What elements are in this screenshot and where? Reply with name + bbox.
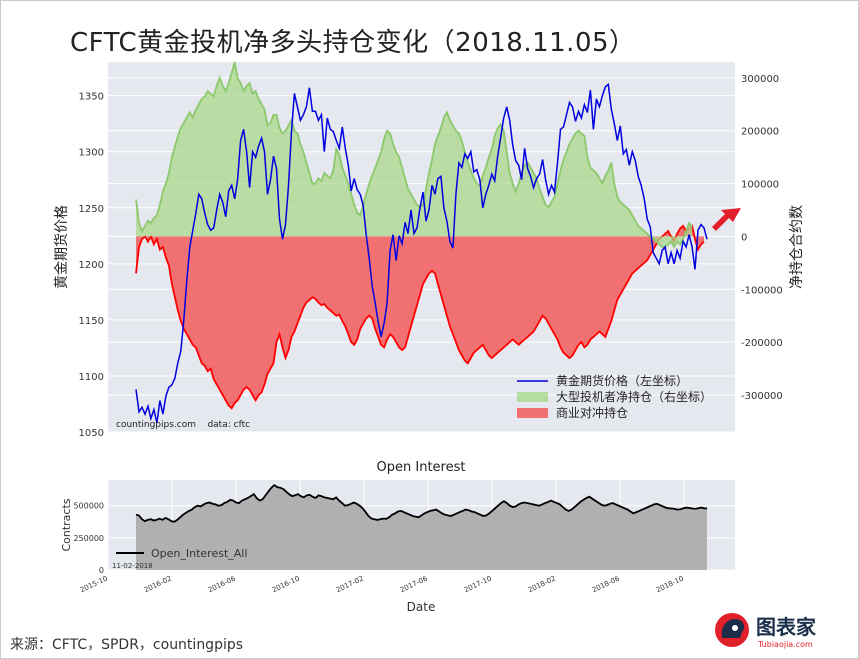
oi-line — [135, 483, 708, 523]
oi-y-tick-1: 250000 — [73, 534, 104, 543]
left-tick-label-1: 1100 — [79, 372, 104, 383]
oi-area-group — [135, 483, 708, 570]
right-axis-ticks: -300000 -200000 -100000 0 100000 200000 300000 — [741, 74, 783, 402]
right-axis-label: 净持仓合约数 — [789, 205, 805, 289]
legend-hedge-label: 商业对冲持仓 — [556, 405, 628, 420]
tubiaojia-logo: 图表家 Tubiaojia.com — [715, 613, 817, 649]
left-tick-label-3: 1200 — [79, 260, 104, 271]
left-tick-label-6: 1350 — [79, 92, 104, 103]
logo-head-icon — [715, 613, 749, 647]
oi-x-tick-3: 2016-10 — [271, 575, 301, 595]
oi-y-ticks: 0 250000 500000 — [73, 502, 104, 575]
oi-x-tick-2: 2016-06 — [207, 574, 237, 594]
oi-x-axis-label: Date — [407, 600, 436, 614]
oi-date-label: 11-02-2018 — [112, 562, 153, 570]
right-tick-label-0: -300000 — [741, 391, 783, 402]
oi-legend-label: Open_Interest_All — [151, 547, 247, 560]
legend-hedge-swatch — [517, 408, 548, 418]
oi-y-tick-2: 500000 — [73, 502, 104, 511]
oi-y-axis-label: Contracts — [60, 498, 73, 551]
spec-line — [135, 61, 693, 249]
price-line-group — [135, 82, 708, 424]
logo-subtext: Tubiaojia.com — [757, 640, 813, 649]
hedge-area-group — [135, 224, 705, 410]
legend-spec-swatch — [517, 392, 548, 402]
oi-x-tick-4: 2017-02 — [335, 575, 365, 595]
left-axis-label: 黄金期货价格 — [53, 205, 70, 289]
left-tick-label-5: 1300 — [79, 148, 104, 159]
hedge-area — [136, 225, 705, 409]
oi-x-tick-7: 2018-02 — [527, 575, 557, 595]
oi-legend: Open_Interest_All — [116, 547, 247, 560]
left-tick-label-0: 1050 — [79, 428, 104, 439]
legend-price-label: 黄金期货价格（左坐标） — [556, 373, 688, 388]
oi-x-tick-9: 2018-10 — [655, 575, 685, 595]
oi-x-tick-5: 2017-06 — [399, 574, 429, 594]
right-tick-label-2: -100000 — [741, 285, 783, 296]
right-tick-label-6: 300000 — [741, 74, 779, 85]
oi-x-tick-0: 2015-10 — [79, 575, 109, 595]
right-tick-label-4: 100000 — [741, 180, 779, 191]
oi-y-tick-0: 0 — [99, 566, 104, 575]
right-tick-label-3: 0 — [741, 232, 747, 243]
oi-x-ticks: 2015-10 2016-02 2016-06 2016-10 2017-02 2017-… — [79, 574, 685, 594]
oi-x-tick-1: 2016-02 — [143, 575, 173, 595]
left-tick-label-2: 1150 — [79, 316, 104, 327]
left-tick-label-4: 1250 — [79, 204, 104, 215]
source-note: 来源：CFTC，SPDR，countingpips — [10, 637, 244, 653]
right-tick-label-5: 200000 — [741, 127, 779, 138]
watermark-text: countingpips.com data: cftc — [116, 420, 250, 430]
oi-x-tick-8: 2018-06 — [591, 574, 621, 594]
oi-title: Open Interest — [377, 460, 466, 475]
spec-area-group — [135, 61, 693, 249]
left-axis-ticks: 1050 1100 1150 1200 1250 1300 1350 — [79, 92, 104, 439]
main-legend: 黄金期货价格（左坐标） 大型投机者净持仓（右坐标） 商业对冲持仓 — [517, 373, 712, 420]
hedge-line — [135, 224, 705, 410]
logo-text: 图表家 — [756, 615, 817, 639]
price-line — [135, 82, 708, 424]
right-tick-label-1: -200000 — [741, 338, 783, 349]
oi-x-tick-6: 2017-10 — [463, 575, 493, 595]
legend-spec-label: 大型投机者净持仓（右坐标） — [556, 389, 712, 404]
chart-title: CFTC黄金投机净多头持仓变化（2018.11.05） — [70, 28, 636, 58]
oi-area — [136, 485, 707, 570]
red-arrow-icon — [712, 208, 741, 231]
